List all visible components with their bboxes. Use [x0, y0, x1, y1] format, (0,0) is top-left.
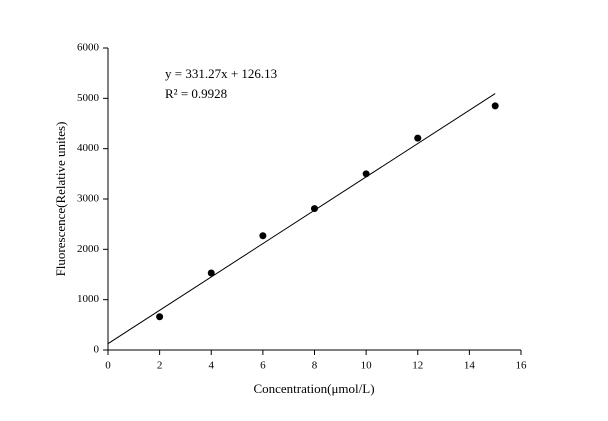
x-tick-label: 14 — [464, 360, 476, 372]
fit-equation: y = 331.27x + 126.13 — [165, 66, 277, 81]
data-point — [414, 134, 422, 142]
x-tick-label: 12 — [412, 360, 423, 372]
y-tick-label: 0 — [94, 344, 100, 356]
data-point — [207, 269, 215, 277]
y-tick-label: 3000 — [77, 193, 100, 205]
data-point — [156, 313, 164, 321]
x-tick-label: 16 — [516, 360, 528, 372]
r-squared: R² = 0.9928 — [165, 86, 227, 101]
x-tick-label: 2 — [157, 360, 163, 372]
data-point — [311, 205, 318, 213]
data-point — [491, 102, 499, 110]
y-tick-label: 2000 — [77, 243, 100, 255]
x-tick-label: 10 — [361, 360, 373, 372]
x-axis-label: Concentration(μmol/L) — [253, 381, 374, 396]
data-point — [259, 232, 267, 240]
y-tick-label: 4000 — [77, 142, 100, 154]
x-tick-label: 4 — [209, 360, 215, 372]
y-axis-label: Fluorescence(Relative unites) — [53, 122, 68, 277]
y-tick-label: 1000 — [77, 293, 100, 305]
y-tick-label: 6000 — [77, 42, 100, 54]
fit-line — [107, 93, 496, 345]
y-tick-label: 5000 — [77, 92, 100, 104]
x-tick-label: 6 — [260, 360, 266, 372]
x-tick-label: 0 — [105, 360, 111, 372]
x-tick-label: 8 — [312, 360, 318, 372]
data-point — [362, 170, 370, 178]
